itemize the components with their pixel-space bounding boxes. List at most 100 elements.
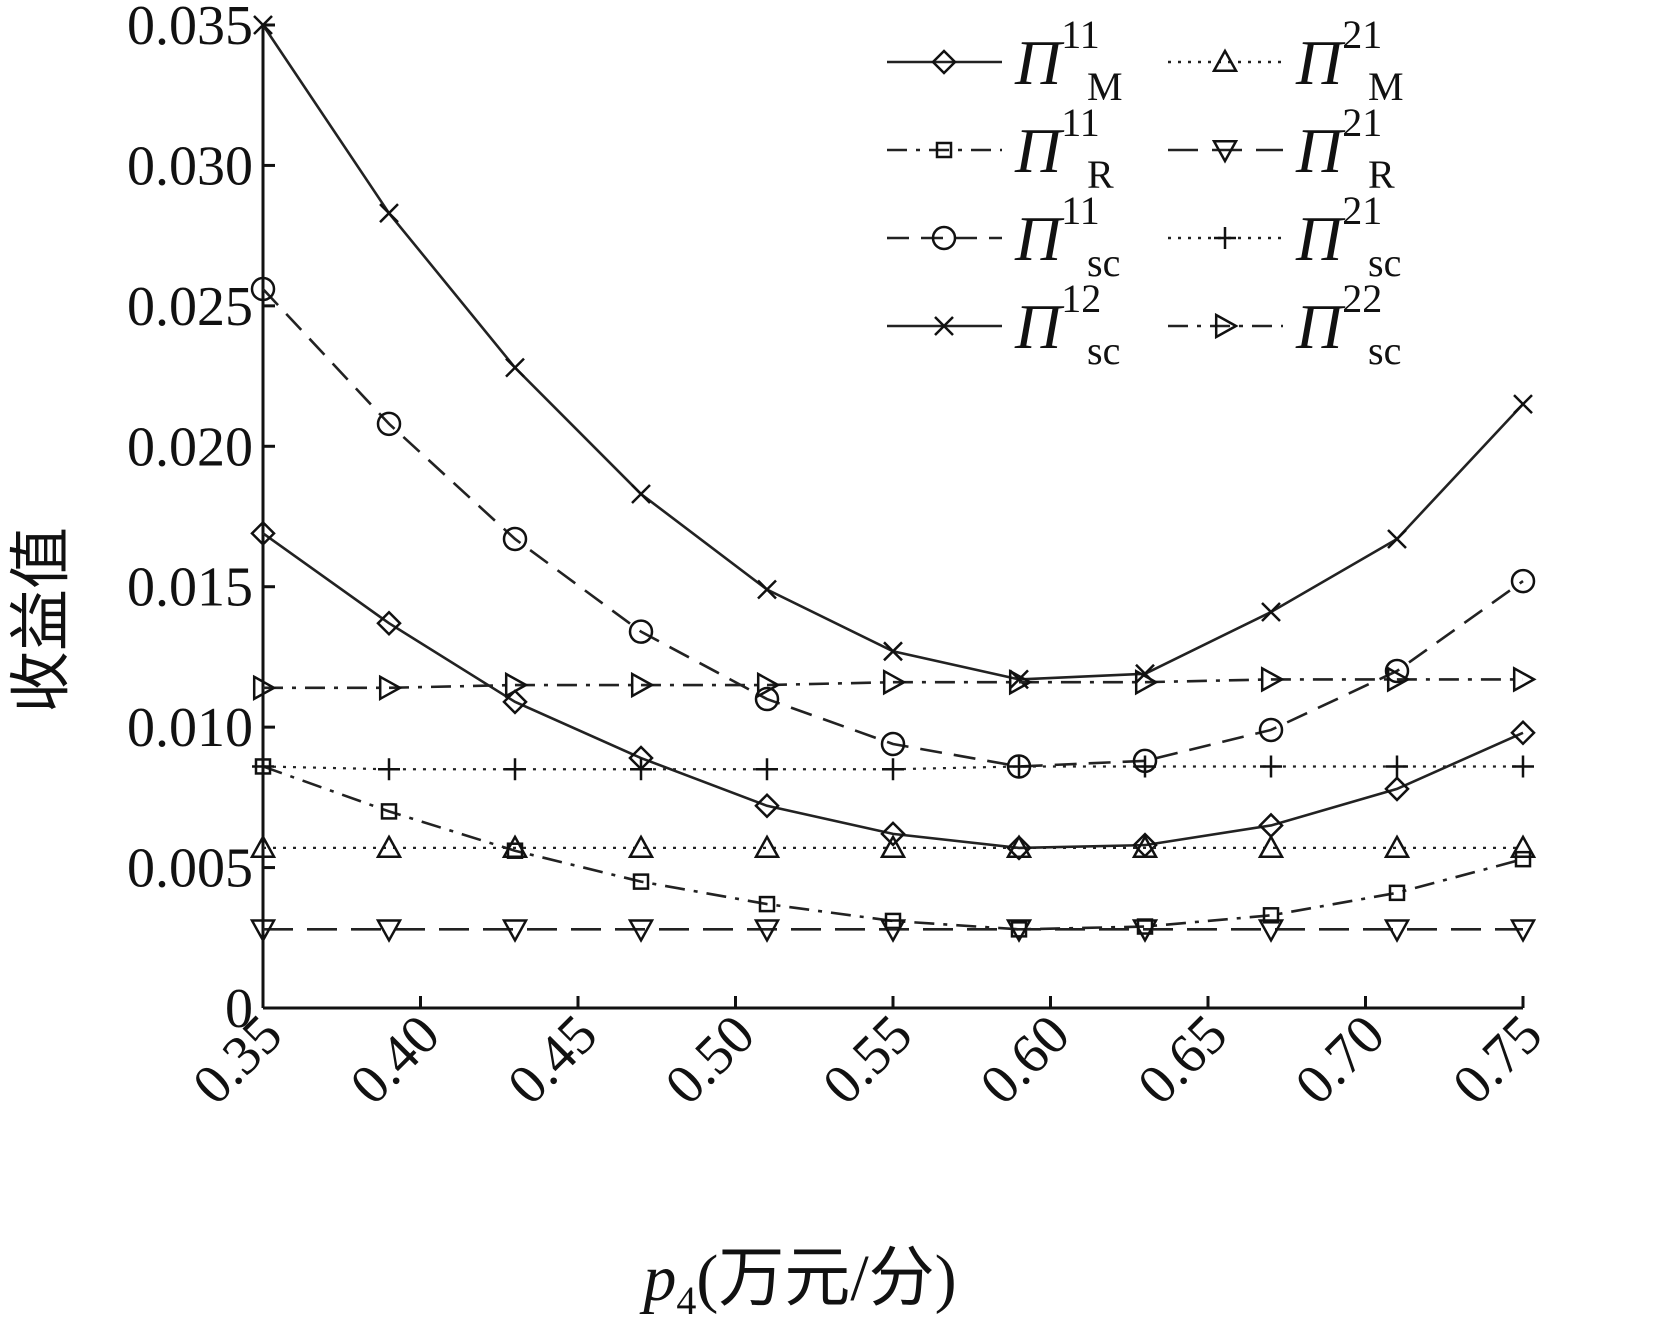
point-11-sc bbox=[754, 686, 780, 712]
legend-item: Π12 sc bbox=[887, 276, 1120, 373]
x-tick-label: 0.35 bbox=[181, 1003, 294, 1116]
point-11-sc bbox=[1258, 717, 1284, 743]
legend-marker bbox=[931, 49, 957, 75]
legend-symbol: Π bbox=[1295, 27, 1346, 98]
series-layer bbox=[249, 15, 1537, 943]
legend-label: Π12 sc bbox=[1014, 276, 1120, 373]
point-22-sc bbox=[1386, 666, 1411, 693]
y-tick-label: 0.025 bbox=[127, 276, 253, 338]
legend-superscript: 22 bbox=[1342, 276, 1382, 321]
legend-marker bbox=[1214, 312, 1239, 340]
legend-superscript: 21 bbox=[1342, 12, 1382, 57]
legend-symbol: Π bbox=[1014, 291, 1065, 362]
series-21-sc bbox=[252, 755, 1534, 781]
x-tick-label: 0.75 bbox=[1441, 1003, 1554, 1116]
legend-superscript: 21 bbox=[1342, 100, 1382, 145]
legend-symbol: Π bbox=[1014, 115, 1065, 186]
point-11-M bbox=[502, 689, 528, 715]
point-12-sc bbox=[1387, 529, 1407, 549]
point-11-R bbox=[1388, 884, 1406, 902]
point-21-M bbox=[1509, 834, 1537, 858]
point-22-sc bbox=[882, 669, 907, 696]
point-21-sc bbox=[1008, 755, 1030, 778]
point-11-M bbox=[1510, 719, 1536, 746]
legend-superscript: 11 bbox=[1061, 12, 1100, 57]
point-11-R bbox=[380, 803, 398, 820]
x-axis-label-symbol: p bbox=[639, 1242, 676, 1315]
point-11-R bbox=[1514, 850, 1532, 868]
legend-subscript: R bbox=[1368, 152, 1395, 197]
point-11-R bbox=[758, 895, 776, 913]
point-21-R bbox=[1257, 919, 1285, 943]
point-12-sc bbox=[505, 357, 525, 378]
legend-superscript: 21 bbox=[1342, 188, 1382, 233]
legend-marker bbox=[934, 316, 954, 336]
legend-subscript: sc bbox=[1368, 240, 1401, 285]
point-21-M bbox=[1257, 834, 1285, 858]
point-22-sc bbox=[504, 671, 529, 699]
point-22-sc bbox=[1512, 666, 1537, 693]
legend-subscript: M bbox=[1368, 64, 1404, 109]
legend-marker bbox=[1214, 227, 1236, 249]
point-21-R bbox=[1383, 919, 1411, 943]
legend-item: Π21 M bbox=[1168, 12, 1404, 109]
legend-symbol: Π bbox=[1014, 27, 1065, 98]
legend-superscript: 12 bbox=[1061, 276, 1101, 321]
point-11-M bbox=[376, 610, 402, 636]
x-tick-label: 0.60 bbox=[969, 1003, 1082, 1116]
point-21-M bbox=[1383, 834, 1411, 858]
y-tick-label: 0.020 bbox=[127, 416, 253, 478]
legend-symbol: Π bbox=[1295, 203, 1346, 274]
point-11-M bbox=[250, 520, 276, 547]
point-11-M bbox=[1006, 835, 1032, 861]
x-tick-label: 0.65 bbox=[1126, 1003, 1239, 1116]
point-21-M bbox=[501, 834, 529, 858]
legend-symbol: Π bbox=[1014, 203, 1065, 274]
point-11-sc bbox=[502, 526, 528, 552]
point-21-M bbox=[627, 834, 655, 858]
point-12-sc bbox=[883, 641, 903, 662]
legend-item: Π11 M bbox=[887, 12, 1123, 109]
point-21-R bbox=[753, 919, 781, 943]
point-11-sc bbox=[880, 731, 906, 757]
legend-subscript: sc bbox=[1087, 328, 1120, 373]
series-11-sc bbox=[250, 276, 1536, 779]
legend-label: Π21 sc bbox=[1295, 188, 1401, 285]
point-21-M bbox=[1005, 834, 1033, 858]
legend-item: Π11 sc bbox=[887, 188, 1120, 285]
point-21-sc bbox=[756, 758, 778, 781]
legend-marker bbox=[1211, 139, 1239, 164]
point-21-M bbox=[375, 834, 403, 858]
legend-label: Π22 sc bbox=[1295, 276, 1401, 373]
legend-symbol: Π bbox=[1295, 115, 1346, 186]
point-11-M bbox=[1384, 776, 1410, 802]
legend-superscript: 11 bbox=[1061, 100, 1100, 145]
legend-item: Π11 R bbox=[887, 100, 1114, 197]
point-22-sc bbox=[378, 674, 403, 701]
legend-label: Π21 M bbox=[1295, 12, 1404, 109]
point-22-sc bbox=[630, 671, 655, 699]
point-21-sc bbox=[1260, 755, 1282, 778]
y-tick-label: 0.015 bbox=[127, 557, 253, 619]
legend-label: Π21 R bbox=[1295, 100, 1395, 197]
point-11-sc bbox=[376, 411, 402, 437]
point-12-sc bbox=[379, 203, 399, 224]
legend-subscript: sc bbox=[1087, 240, 1120, 285]
point-11-R bbox=[1262, 907, 1280, 924]
point-21-R bbox=[627, 919, 655, 943]
x-axis-label-unit: (万元/分) bbox=[696, 1242, 956, 1315]
legend-item: Π21 sc bbox=[1168, 188, 1401, 285]
point-21-R bbox=[1509, 919, 1537, 943]
y-tick-label: 0.030 bbox=[127, 135, 253, 197]
point-11-sc bbox=[628, 619, 654, 644]
series-line-22-sc bbox=[263, 678, 1523, 690]
point-21-R bbox=[375, 919, 403, 943]
point-12-sc bbox=[253, 15, 273, 35]
point-21-sc bbox=[1134, 755, 1156, 778]
y-axis-label: 收益值 bbox=[8, 527, 76, 713]
x-axis-label-subscript: 4 bbox=[676, 1278, 696, 1323]
y-tick-label: 0 bbox=[225, 978, 253, 1040]
x-tick-label: 0.40 bbox=[339, 1003, 452, 1116]
legend-item: Π22 sc bbox=[1168, 276, 1401, 373]
